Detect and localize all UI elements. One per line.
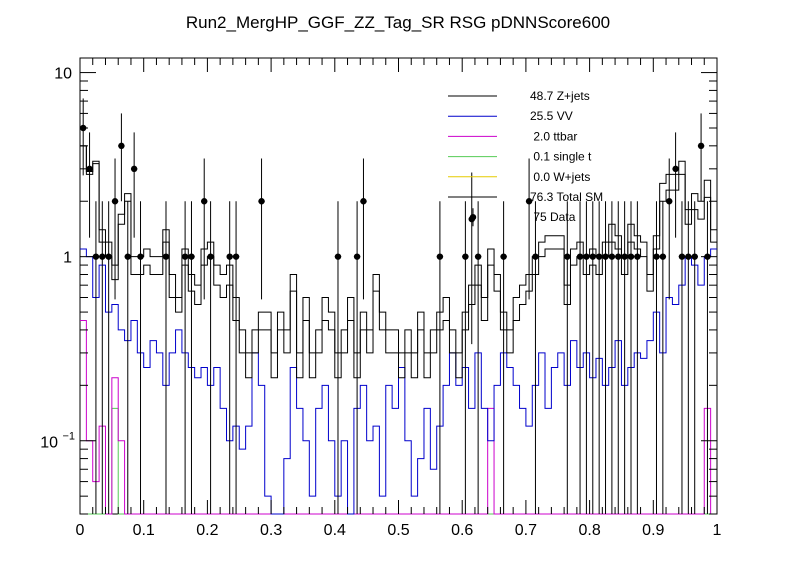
data-point bbox=[564, 253, 571, 260]
axes: 0 0.1 0.2 0.3 0.4 0.5 0.6 0.7 0.8 0.9 1 10 1 10 −1 bbox=[40, 58, 722, 539]
series-total-sm-line bbox=[80, 145, 717, 354]
data-point bbox=[124, 253, 131, 260]
data-point bbox=[627, 253, 635, 260]
data-point bbox=[615, 253, 622, 260]
histogram-series bbox=[80, 145, 717, 515]
data-point bbox=[653, 253, 660, 260]
data-point bbox=[474, 253, 482, 260]
data-point bbox=[226, 253, 233, 260]
data-point bbox=[666, 198, 673, 205]
y-tick-label: 1 bbox=[63, 250, 72, 267]
data-point bbox=[201, 198, 208, 205]
data-point bbox=[659, 253, 667, 260]
x-tick-label: 1 bbox=[713, 522, 722, 539]
chart-title: Run2_MergHP_GGF_ZZ_Tag_SR RSG pDNNScore6… bbox=[186, 13, 610, 32]
data-point bbox=[595, 253, 603, 260]
data-point bbox=[462, 253, 469, 260]
data-point bbox=[86, 165, 93, 173]
legend-label-single-t: 0.1 single t bbox=[530, 150, 592, 164]
data-point bbox=[130, 165, 138, 173]
data-point bbox=[500, 253, 507, 260]
data-point bbox=[634, 253, 641, 260]
data-point bbox=[678, 253, 686, 260]
legend-label-z-jets: 48.7 Z+jets bbox=[530, 89, 590, 103]
data-point bbox=[436, 253, 444, 260]
y-tick-label: 10 bbox=[54, 66, 72, 83]
data-point bbox=[188, 253, 195, 260]
x-tick-label: 0.5 bbox=[387, 522, 409, 539]
data-point bbox=[99, 253, 106, 260]
x-tick-label: 0.9 bbox=[642, 522, 664, 539]
x-tick-label: 0.1 bbox=[133, 522, 155, 539]
x-tick-label: 0 bbox=[76, 522, 85, 539]
legend-label-data: 75 Data bbox=[530, 210, 576, 224]
data-point bbox=[232, 253, 240, 260]
data-point bbox=[583, 253, 590, 260]
data-point bbox=[334, 253, 342, 260]
legend-label-vv: 25.5 VV bbox=[530, 109, 573, 123]
data-point bbox=[532, 253, 539, 260]
x-tick-label: 0.3 bbox=[260, 522, 282, 539]
legend-label-ttbar: 2.0 ttbar bbox=[530, 129, 577, 143]
data-point bbox=[608, 253, 616, 260]
data-point bbox=[589, 253, 596, 260]
data-point bbox=[137, 253, 144, 260]
data-point bbox=[602, 253, 609, 260]
x-tick-label: 0.4 bbox=[324, 522, 346, 539]
data-point bbox=[162, 253, 170, 260]
data-point bbox=[360, 198, 367, 205]
data-point bbox=[111, 198, 119, 205]
data-point bbox=[672, 165, 679, 173]
data-points bbox=[79, 98, 711, 514]
x-tick-label: 0.2 bbox=[196, 522, 218, 539]
y-tick-label: 10 bbox=[40, 435, 58, 452]
data-point bbox=[525, 198, 533, 205]
data-point bbox=[105, 253, 112, 260]
data-point bbox=[118, 142, 125, 150]
data-point bbox=[576, 253, 584, 260]
legend-label-w-jets: 0.0 W+jets bbox=[530, 170, 590, 184]
data-point bbox=[621, 253, 628, 260]
x-tick-label: 0.7 bbox=[515, 522, 537, 539]
data-point bbox=[258, 198, 265, 205]
data-point bbox=[207, 253, 214, 260]
data-point bbox=[697, 142, 705, 150]
data-point bbox=[181, 253, 189, 260]
series-single-t-line bbox=[80, 407, 717, 515]
y-tick-exponent: −1 bbox=[62, 431, 75, 443]
x-tick-label: 0.6 bbox=[451, 522, 473, 539]
data-point bbox=[691, 253, 698, 260]
data-point bbox=[353, 253, 361, 260]
data-point bbox=[685, 253, 692, 260]
x-tick-label: 0.8 bbox=[578, 522, 600, 539]
legend: 48.7 Z+jets 25.5 VV 2.0 ttbar 0.1 single … bbox=[448, 89, 603, 227]
legend-label-total-sm: 76.3 Total SM bbox=[530, 190, 603, 204]
